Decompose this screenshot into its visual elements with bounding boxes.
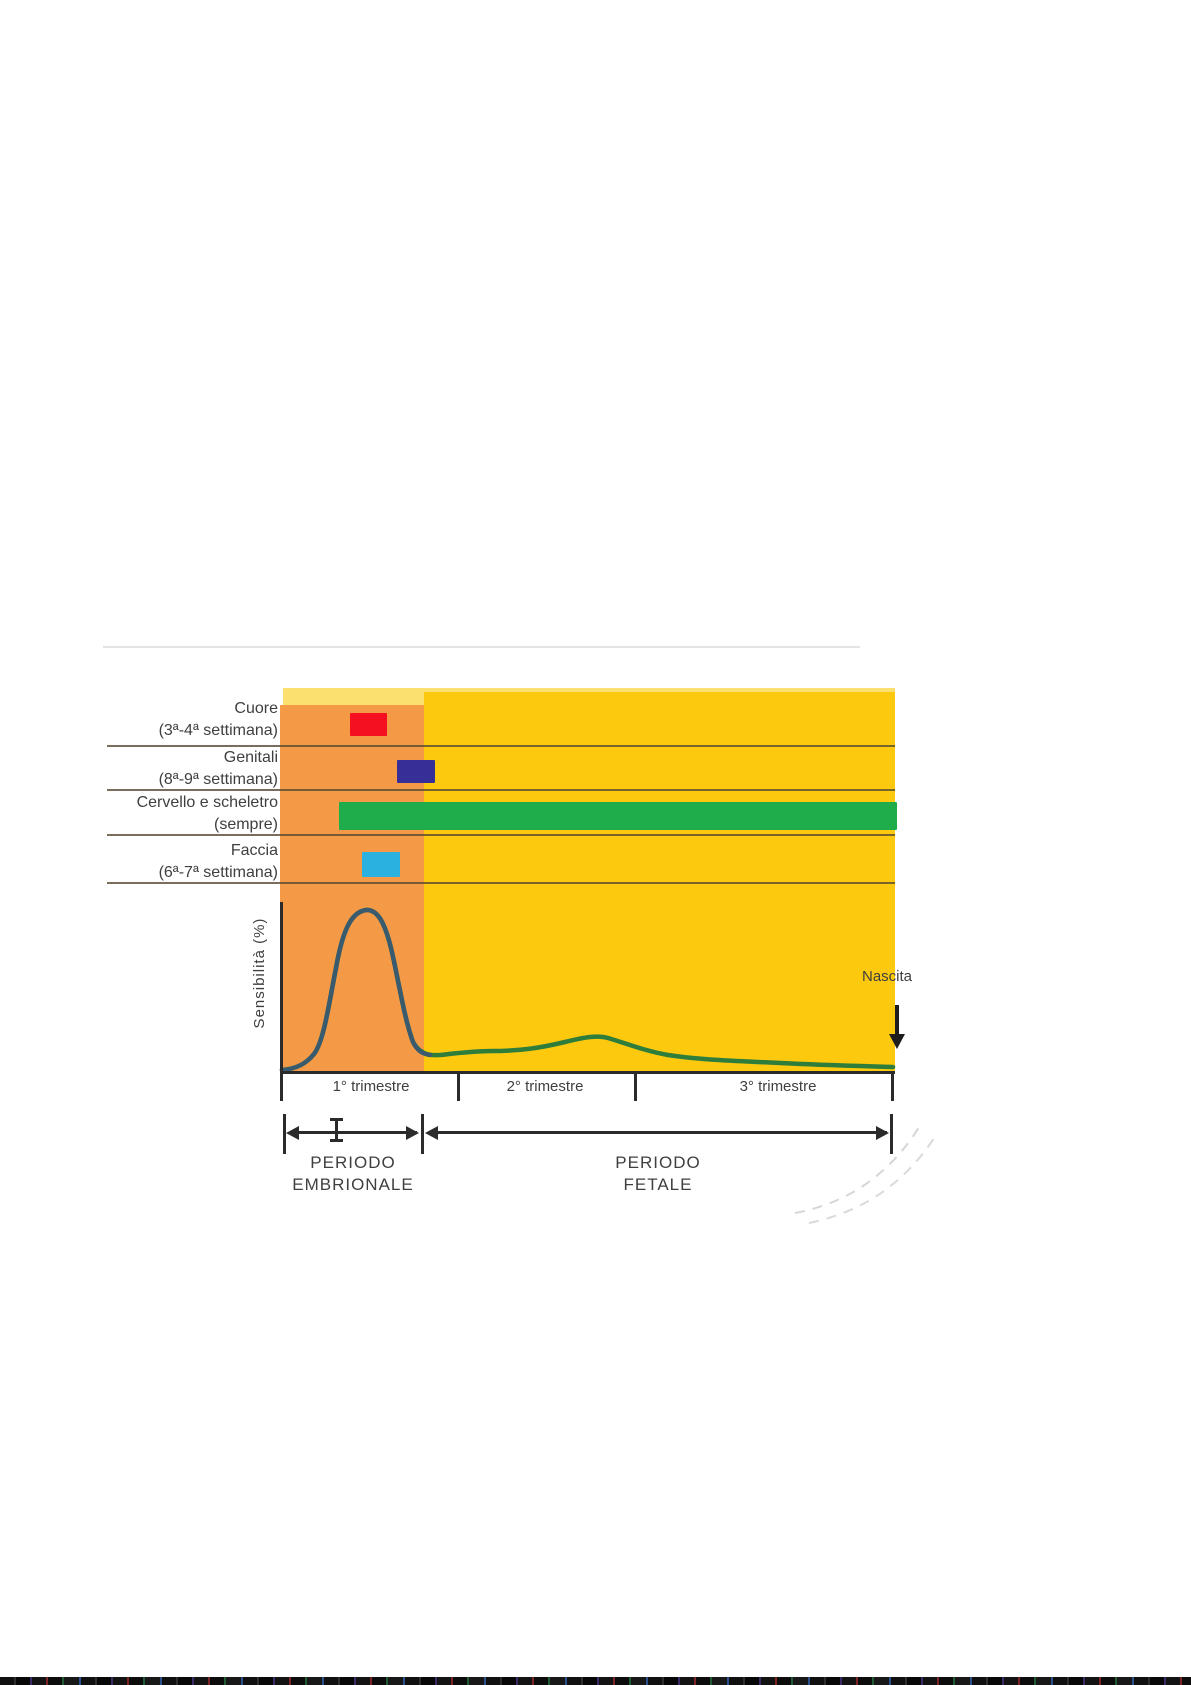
period-arrow-endbar	[890, 1114, 893, 1154]
arrowhead-right-icon	[406, 1126, 419, 1140]
period-label-line1: PERIODO	[615, 1153, 701, 1172]
cervello-scheletro-bar	[339, 802, 897, 830]
birth-arrowhead-icon	[889, 1034, 905, 1049]
period-arrow-endbar	[283, 1114, 286, 1154]
x-axis-tick	[457, 1071, 460, 1101]
organ-label-cervello-scheletro: Cervello e scheletro (sempre)	[60, 792, 278, 836]
x-axis-line	[280, 1071, 895, 1074]
birth-arrow	[895, 1005, 899, 1036]
row-divider-cervello	[107, 834, 895, 836]
ibeam-marker-top	[330, 1118, 343, 1121]
organ-subtitle: (6ª-7ª settimana)	[158, 864, 278, 881]
x-axis-tick	[891, 1071, 894, 1101]
x-tick-label-trimestre-2: 2° trimestre	[506, 1078, 584, 1095]
arrowhead-left-icon	[286, 1126, 299, 1140]
fetal-period-label: PERIODO FETALE	[528, 1152, 788, 1196]
x-axis-tick	[634, 1071, 637, 1101]
organ-subtitle: (sempre)	[213, 816, 278, 833]
top-divider-line	[103, 646, 860, 648]
period-arrow-endbar	[421, 1114, 424, 1154]
x-tick-label-trimestre-3: 3° trimestre	[739, 1078, 817, 1095]
embryonic-period-label: PERIODO EMBRIONALE	[223, 1152, 483, 1196]
faccia-bar	[362, 852, 400, 877]
arrowhead-right-icon	[876, 1126, 889, 1140]
decorative-dashed-arc-2	[808, 1134, 937, 1224]
organ-label-genitali: Genitali (8ª-9ª settimana)	[60, 747, 278, 791]
organ-title: Faccia	[230, 842, 278, 859]
organ-label-faccia: Faccia (6ª-7ª settimana)	[60, 840, 278, 884]
y-axis-line	[280, 902, 283, 1073]
organ-title: Cuore	[234, 700, 278, 717]
row-divider-faccia	[107, 882, 895, 884]
ibeam-marker-bottom	[330, 1139, 343, 1142]
ibeam-marker	[335, 1120, 338, 1142]
organ-label-cuore: Cuore (3ª-4ª settimana)	[60, 698, 278, 742]
x-tick-label-trimestre-1: 1° trimestre	[332, 1078, 410, 1095]
period-label-line2: EMBRIONALE	[292, 1175, 414, 1194]
organ-subtitle: (3ª-4ª settimana)	[158, 722, 278, 739]
y-axis-label: Sensibilità (%)	[251, 917, 268, 1029]
genitali-bar	[397, 760, 435, 783]
embryonic-period-arrow	[290, 1131, 417, 1134]
organ-title: Genitali	[223, 749, 278, 766]
birth-label: Nascita	[862, 968, 913, 985]
organ-subtitle: (8ª-9ª settimana)	[158, 771, 278, 788]
arrowhead-left-icon	[425, 1126, 438, 1140]
row-divider-genitali	[107, 789, 895, 791]
organ-title: Cervello e scheletro	[136, 794, 278, 811]
x-axis-tick	[280, 1071, 283, 1101]
row-divider-cuore	[107, 745, 895, 747]
bottom-filmstrip-border	[0, 1677, 1191, 1685]
fetal-period-arrow	[429, 1131, 887, 1134]
decorative-dashed-arc-1	[794, 1123, 922, 1214]
period-label-line1: PERIODO	[310, 1153, 396, 1172]
cuore-bar	[350, 713, 387, 736]
period-label-line2: FETALE	[623, 1175, 693, 1194]
